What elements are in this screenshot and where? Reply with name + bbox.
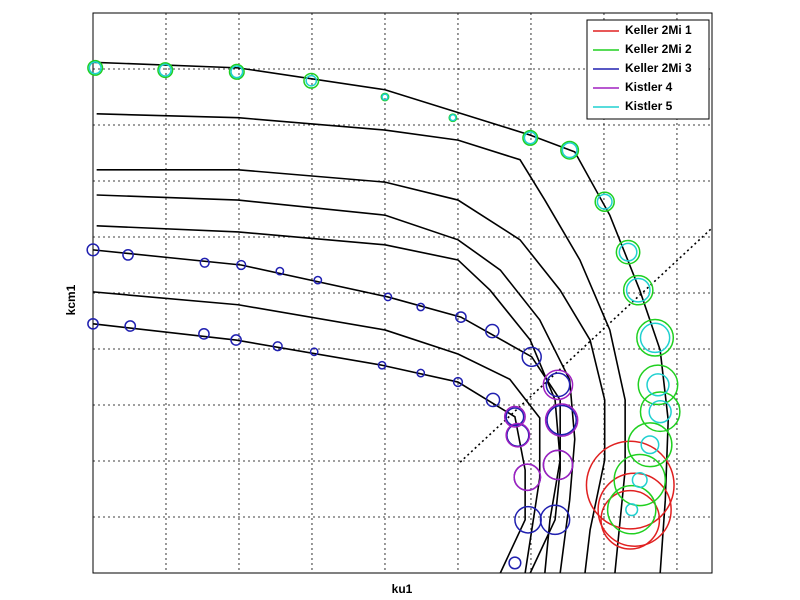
data-circle	[606, 484, 657, 535]
data-circle	[230, 65, 244, 79]
data-circle	[416, 302, 426, 312]
data-circle	[545, 372, 571, 398]
legend-label: Kistler 4	[625, 80, 673, 94]
data-circle	[505, 407, 525, 427]
data-circle	[596, 193, 613, 210]
data-circle	[452, 376, 464, 388]
data-circle	[484, 323, 500, 339]
data-circle	[455, 311, 467, 323]
curve	[92, 249, 561, 574]
data-circle	[514, 505, 542, 534]
data-circle	[485, 392, 501, 408]
legend-label: Keller 2Mi 3	[625, 61, 692, 75]
data-circle	[615, 239, 641, 265]
data-circle	[636, 318, 675, 357]
data-circle	[544, 403, 579, 437]
data-circle	[646, 373, 670, 397]
data-circle	[157, 62, 174, 79]
data-circle	[521, 346, 542, 368]
data-circle	[631, 471, 648, 489]
data-circle	[546, 404, 577, 436]
data-circle	[272, 341, 283, 352]
data-circle	[542, 369, 574, 401]
data-circle	[594, 191, 615, 212]
data-circle	[87, 59, 104, 76]
data-circle	[627, 422, 673, 468]
data-circle	[639, 322, 671, 354]
data-circle	[383, 292, 393, 302]
data-circle	[561, 142, 578, 159]
data-circle	[600, 489, 661, 550]
data-circle	[625, 503, 639, 517]
data-circle	[86, 243, 100, 257]
curve	[96, 225, 561, 574]
legend-label: Kistler 5	[625, 99, 673, 113]
data-circle	[88, 61, 102, 75]
data-circle	[449, 114, 457, 122]
data-circle	[640, 435, 660, 455]
data-circle	[230, 334, 242, 346]
data-circle	[124, 320, 137, 332]
data-circle	[416, 368, 426, 378]
data-circle	[305, 74, 318, 87]
data-circle	[199, 257, 210, 268]
data-circle	[597, 472, 672, 547]
x-axis-label: ku1	[392, 582, 413, 596]
data-circle	[87, 317, 99, 330]
curve	[92, 61, 670, 574]
data-circle	[309, 347, 319, 357]
data-circle	[523, 131, 537, 145]
curve	[92, 291, 541, 574]
curve	[96, 169, 606, 574]
data-circle	[648, 400, 672, 424]
data-circle	[585, 440, 675, 530]
data-circle	[122, 249, 134, 261]
data-circle	[198, 328, 210, 340]
data-circle	[625, 277, 651, 303]
legend-label: Keller 2Mi 2	[625, 42, 692, 56]
legend-label: Keller 2Mi 1	[625, 23, 692, 37]
data-circle	[522, 129, 539, 146]
data-circle	[542, 449, 574, 481]
data-circle	[236, 259, 247, 271]
data-circle	[613, 453, 667, 507]
curve	[96, 113, 626, 574]
data-circle	[381, 93, 389, 101]
data-circle	[503, 405, 526, 428]
data-circle	[158, 63, 172, 77]
data-circle	[303, 72, 320, 89]
data-circle	[508, 556, 522, 570]
data-circle	[560, 140, 580, 160]
data-circle	[618, 242, 638, 262]
data-circle	[637, 364, 679, 406]
data-circle	[313, 275, 323, 285]
y-axis-label: kcm1	[64, 284, 78, 315]
data-circle	[639, 391, 681, 433]
data-circle	[622, 274, 654, 306]
data-circle	[377, 360, 387, 370]
data-circle	[505, 422, 531, 448]
data-circle	[275, 266, 285, 276]
data-circle	[513, 463, 542, 492]
reference-line	[459, 227, 713, 463]
data-circle	[228, 63, 245, 80]
